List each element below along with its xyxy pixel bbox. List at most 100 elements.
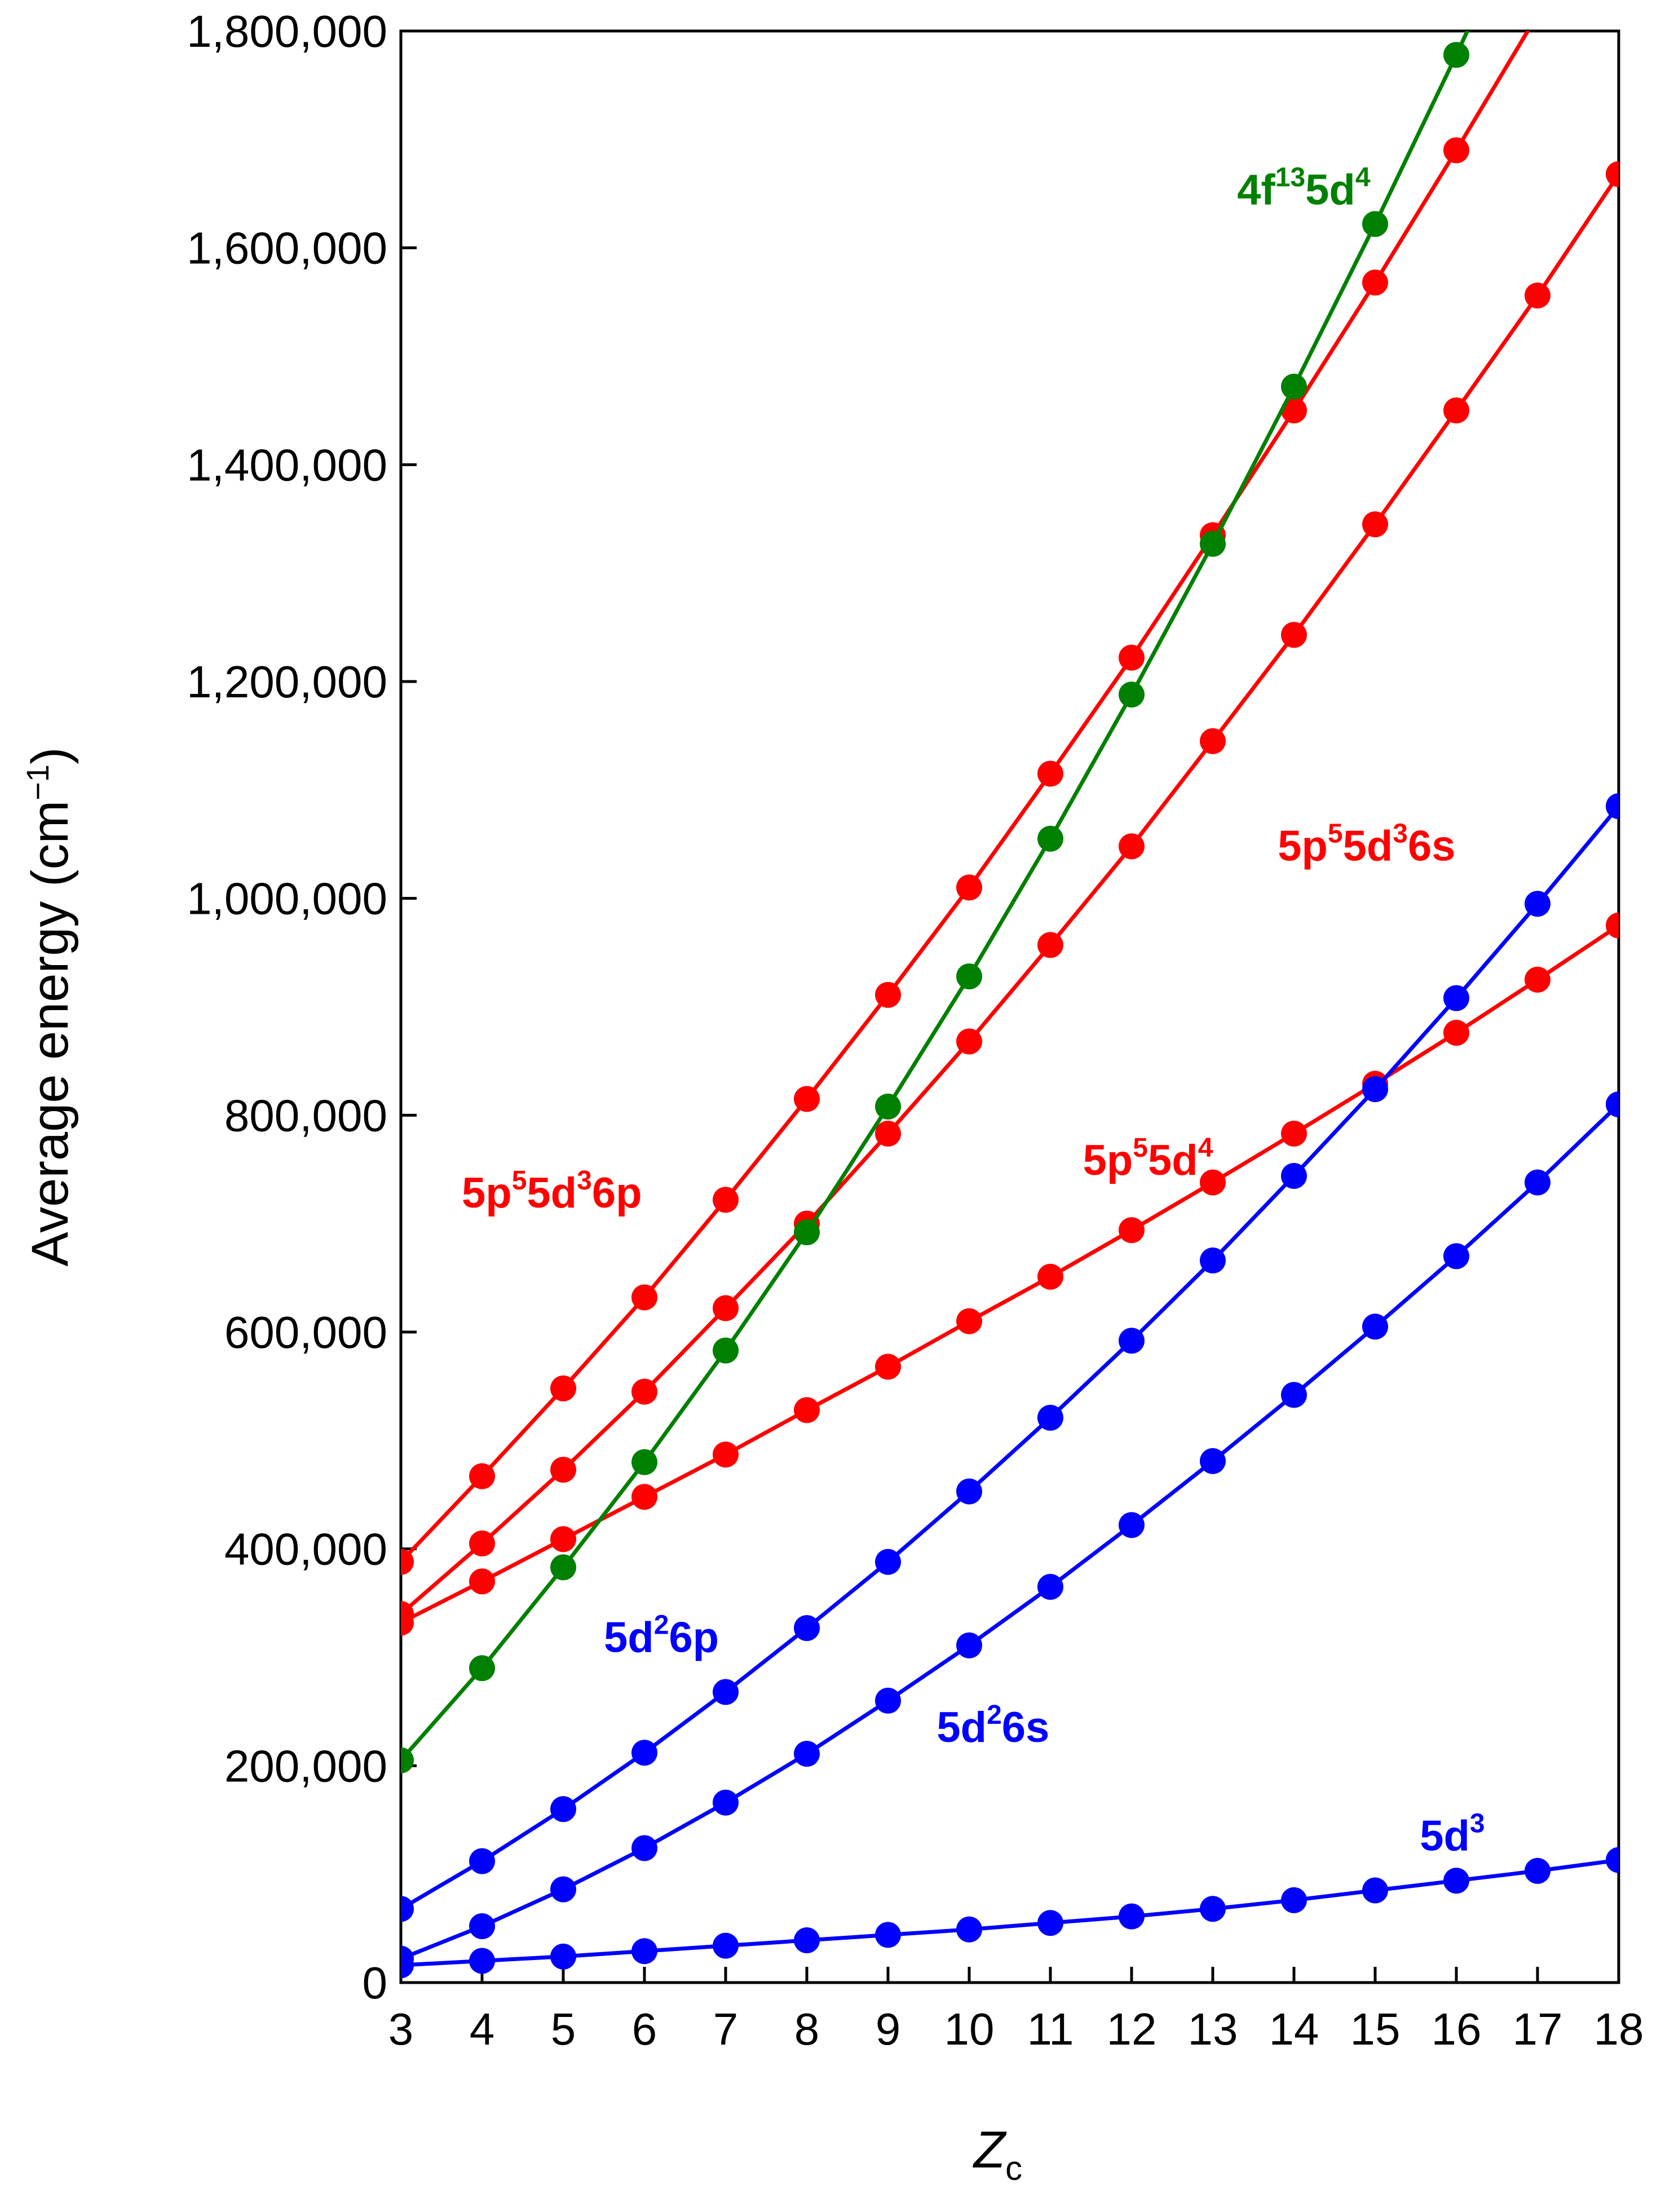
series-line (401, 31, 1530, 1564)
data-point (1037, 1910, 1063, 1936)
data-point (1200, 1896, 1226, 1922)
x-axis-title: Zc (973, 2121, 1022, 2187)
data-point (1037, 760, 1063, 787)
data-point (631, 1449, 657, 1475)
y-tick-label: 0 (363, 1958, 388, 2008)
data-point (713, 1187, 739, 1213)
data-point (1281, 397, 1307, 424)
data-point (794, 1397, 820, 1423)
data-point (631, 1938, 657, 1965)
y-tick-label: 1,000,000 (187, 874, 387, 924)
data-point (1200, 1247, 1226, 1274)
data-point (1443, 42, 1469, 68)
data-point (631, 1378, 657, 1405)
data-point (1525, 891, 1550, 917)
data-point (1281, 1163, 1307, 1189)
data-point (875, 981, 901, 1008)
data-point (713, 1295, 739, 1321)
series-line (401, 1103, 1619, 1961)
x-axis-title-subscript: c (1005, 2149, 1022, 2187)
data-point (956, 874, 982, 901)
data-point (1200, 1448, 1226, 1474)
data-point (1200, 1169, 1226, 1196)
x-tick-label: 12 (1107, 2004, 1157, 2054)
data-point (1037, 825, 1063, 852)
series-line (401, 804, 1619, 1911)
data-point (1281, 1382, 1307, 1408)
data-point (1119, 833, 1145, 860)
series-label: 4f135d4 (1237, 163, 1371, 214)
data-point (956, 1478, 982, 1505)
series-label: 5p55d36s (1278, 819, 1455, 870)
series-4f135d4 (401, 31, 1470, 1773)
data-point (401, 1896, 414, 1922)
series-5p55d4 (401, 912, 1619, 1636)
data-point (713, 1679, 739, 1705)
data-point (1525, 1857, 1550, 1884)
x-tick-label: 18 (1594, 2004, 1644, 2054)
data-point (875, 1687, 901, 1714)
data-point (469, 1913, 495, 1939)
data-point (1281, 373, 1307, 400)
data-point (713, 1441, 739, 1468)
data-point (794, 1219, 820, 1246)
series-5p55d36s (401, 161, 1619, 1627)
data-point (1606, 1091, 1619, 1118)
data-point (1606, 912, 1619, 939)
y-tick-label: 600,000 (224, 1307, 387, 1357)
data-point (550, 1554, 576, 1581)
series-labels: 5p55d36p 5p55d36s 5p55d4 4f135d4 5d26p 5d26s 5… (462, 163, 1485, 1860)
y-tick-label: 400,000 (224, 1524, 387, 1574)
data-point (956, 1028, 982, 1055)
data-point (1119, 1903, 1145, 1930)
data-point (550, 1796, 576, 1822)
data-point (401, 1952, 414, 1979)
series-label: 5d26p (604, 1610, 719, 1661)
data-point (956, 963, 982, 990)
data-point (631, 1835, 657, 1861)
data-point (794, 1615, 820, 1642)
x-tick-label: 11 (1027, 2004, 1074, 2054)
data-point (550, 1375, 576, 1402)
data-point (469, 1848, 495, 1874)
axis-ticks: 0 200,000 400,000 600,000 800,000 1,000,000 1,… (187, 6, 1644, 2054)
x-tick-label: 9 (876, 2004, 901, 2054)
data-point (469, 1530, 495, 1557)
data-point (1443, 137, 1469, 163)
data-point (401, 1747, 414, 1773)
data-point (1037, 1404, 1063, 1431)
x-tick-label: 10 (944, 2004, 995, 2054)
data-point (1362, 269, 1388, 296)
series-label: 5d3 (1420, 1808, 1485, 1860)
series-line (401, 172, 1619, 1616)
data-point (1037, 932, 1063, 958)
data-point (1281, 1887, 1307, 1913)
data-point (1443, 985, 1469, 1011)
data-point (1037, 1573, 1063, 1600)
data-point (794, 1086, 820, 1112)
data-point (1119, 1328, 1145, 1354)
y-axis-title: Average energy (cm−1) (20, 747, 79, 1266)
data-point (550, 1526, 576, 1552)
data-point (1525, 966, 1550, 993)
data-point (956, 1308, 982, 1334)
data-point (875, 1121, 901, 1147)
x-tick-label: 14 (1269, 2004, 1319, 2054)
data-point (1362, 1076, 1388, 1103)
data-point (1119, 1217, 1145, 1244)
x-tick-label: 6 (632, 2004, 657, 2054)
x-tick-label: 7 (713, 2004, 739, 2054)
data-point (1362, 211, 1388, 237)
data-point (1281, 622, 1307, 648)
data-point (1200, 728, 1226, 754)
x-tick-label: 13 (1188, 2004, 1238, 2054)
series-layer (401, 31, 1619, 1979)
data-point (1443, 1020, 1469, 1046)
series-line (401, 1858, 1619, 1967)
data-point (550, 1876, 576, 1903)
series-5p55d36p (401, 31, 1530, 1575)
series-5d3 (401, 1847, 1619, 1979)
data-point (875, 1922, 901, 1948)
data-point (1362, 511, 1388, 538)
